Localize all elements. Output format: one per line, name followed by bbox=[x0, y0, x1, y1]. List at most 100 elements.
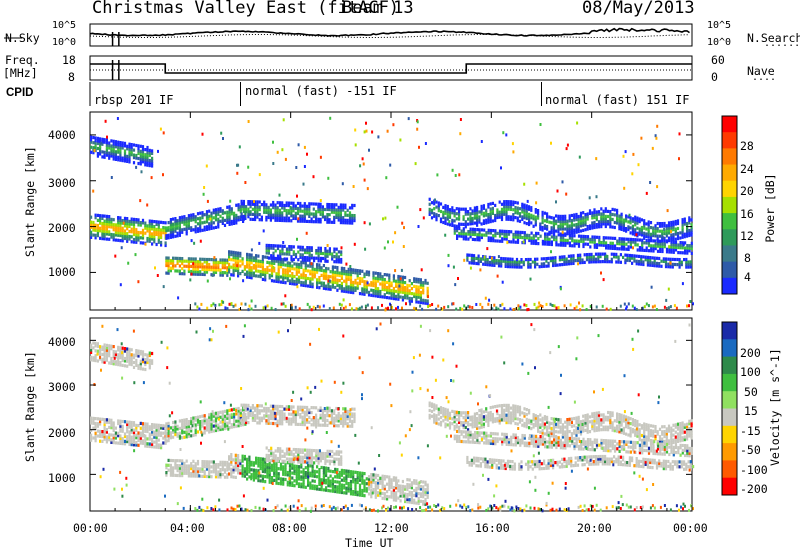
velocity-cell bbox=[187, 466, 190, 471]
power-cell bbox=[458, 226, 461, 231]
power-cell bbox=[566, 143, 569, 147]
power-cell bbox=[482, 214, 485, 218]
velocity-cell bbox=[291, 476, 294, 480]
power-cell bbox=[489, 207, 492, 211]
velocity-cell bbox=[259, 462, 262, 466]
power-cell bbox=[199, 272, 202, 276]
power-cell bbox=[169, 233, 172, 237]
velocity-cell bbox=[239, 411, 242, 415]
power-cell bbox=[228, 262, 231, 266]
power-cell bbox=[550, 141, 552, 145]
power-cell bbox=[310, 212, 313, 216]
power-cell bbox=[563, 255, 566, 259]
power-cbar-tick: 28 bbox=[740, 139, 754, 153]
power-cell bbox=[335, 257, 338, 261]
power-cell bbox=[151, 232, 154, 236]
velocity-cell bbox=[255, 468, 258, 472]
power-cell bbox=[606, 257, 609, 261]
power-cell bbox=[112, 139, 115, 143]
velocity-cell bbox=[201, 469, 204, 473]
power-cell bbox=[148, 239, 151, 243]
power-cell bbox=[531, 260, 534, 264]
power-cell bbox=[117, 228, 120, 232]
power-cell bbox=[547, 256, 550, 260]
power-cell bbox=[623, 245, 626, 249]
velocity-cell bbox=[233, 422, 236, 426]
power-cell bbox=[222, 300, 225, 304]
power-cell bbox=[181, 220, 184, 224]
power-cell bbox=[267, 210, 270, 214]
power-cell bbox=[321, 207, 324, 211]
power-cell bbox=[458, 212, 461, 216]
power-cell bbox=[388, 288, 391, 292]
power-cell bbox=[141, 228, 145, 232]
velocity-cell bbox=[287, 422, 291, 426]
power-cell bbox=[137, 151, 140, 155]
power-cell bbox=[123, 154, 127, 158]
power-cell bbox=[249, 205, 252, 209]
velocity-cell bbox=[155, 443, 158, 447]
power-cell bbox=[595, 195, 598, 199]
power-cell bbox=[543, 224, 546, 228]
power-cell bbox=[123, 224, 127, 228]
power-cell bbox=[550, 216, 553, 220]
power-cell bbox=[232, 271, 235, 275]
velocity-cell bbox=[244, 422, 247, 426]
power-cell bbox=[625, 216, 628, 221]
power-cell bbox=[328, 249, 331, 253]
velocity-cell bbox=[90, 438, 93, 442]
power-cell bbox=[250, 258, 253, 262]
power-cell bbox=[187, 259, 190, 263]
velocity-cell bbox=[94, 424, 97, 428]
power-cell bbox=[493, 261, 496, 265]
power-cell bbox=[584, 228, 587, 232]
velocity-cell bbox=[311, 469, 314, 473]
power-cell bbox=[514, 233, 517, 237]
power-cell bbox=[555, 222, 558, 226]
velocity-cell bbox=[337, 414, 340, 418]
power-cell bbox=[212, 270, 215, 274]
velocity-cell bbox=[185, 422, 188, 427]
velocity-cell bbox=[205, 423, 209, 427]
power-cell bbox=[507, 205, 510, 209]
power-cell bbox=[570, 226, 573, 230]
power-cell bbox=[482, 255, 485, 259]
velocity-cell bbox=[349, 489, 353, 493]
power-cell bbox=[629, 216, 632, 220]
velocity-cell bbox=[126, 422, 129, 426]
power-cell bbox=[593, 238, 596, 242]
power-colorbar-swatch bbox=[722, 261, 737, 279]
power-cell bbox=[338, 286, 341, 290]
power-cell bbox=[117, 140, 120, 144]
velocity-cell bbox=[286, 483, 289, 487]
power-noise bbox=[645, 302, 648, 306]
power-cell bbox=[366, 281, 369, 285]
power-cell bbox=[556, 189, 559, 193]
power-cell bbox=[688, 246, 691, 250]
velocity-cell bbox=[228, 408, 231, 412]
power-cell bbox=[381, 280, 384, 284]
power-cell bbox=[295, 270, 298, 274]
velocity-cell bbox=[294, 412, 297, 417]
power-cell bbox=[463, 258, 466, 262]
power-cell bbox=[265, 246, 268, 250]
power-cell bbox=[162, 226, 165, 230]
velocity-cell bbox=[273, 466, 276, 470]
velocity-cell bbox=[277, 474, 280, 478]
power-noise bbox=[609, 307, 612, 311]
power-cell bbox=[661, 247, 664, 251]
power-cell bbox=[559, 243, 562, 247]
power-cell bbox=[584, 215, 587, 219]
power-cell bbox=[257, 264, 260, 268]
power-colorbar-frame bbox=[721, 115, 738, 295]
velocity-cell bbox=[343, 476, 346, 480]
power-cell bbox=[546, 219, 549, 224]
power-cell bbox=[119, 151, 122, 155]
power-cell bbox=[273, 259, 276, 263]
power-cell bbox=[277, 262, 280, 266]
power-cell bbox=[307, 276, 310, 281]
velocity-cell bbox=[183, 425, 186, 429]
power-cell bbox=[495, 259, 498, 263]
power-cell bbox=[286, 266, 289, 270]
power-cell bbox=[344, 221, 347, 225]
